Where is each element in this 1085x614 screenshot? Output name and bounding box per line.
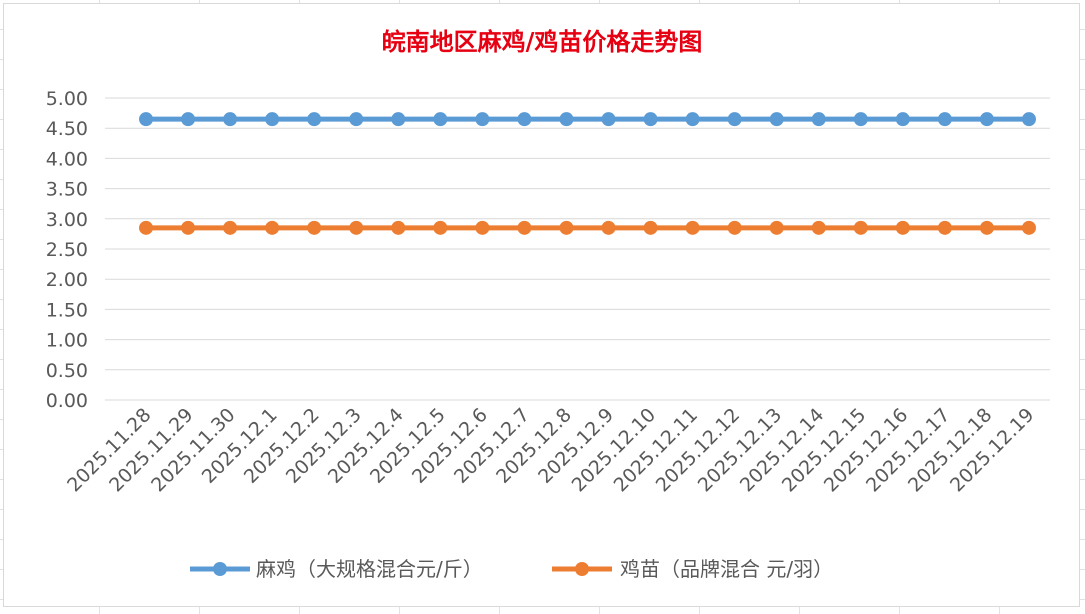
gridlines bbox=[105, 97, 1050, 401]
x-axis-ticks: 2025.11.282025.11.292025.11.302025.12.12… bbox=[63, 404, 1038, 496]
legend-swatch-marker bbox=[213, 562, 227, 576]
data-point bbox=[811, 112, 826, 127]
data-point bbox=[853, 220, 868, 235]
data-point bbox=[349, 112, 364, 127]
data-point bbox=[769, 220, 784, 235]
y-tick-label: 2.00 bbox=[46, 269, 88, 291]
data-point bbox=[643, 220, 658, 235]
data-point bbox=[559, 112, 574, 127]
series-1 bbox=[139, 112, 1036, 127]
data-point bbox=[223, 220, 238, 235]
data-point bbox=[391, 220, 406, 235]
data-point bbox=[895, 220, 910, 235]
data-point bbox=[475, 220, 490, 235]
data-point bbox=[139, 112, 154, 127]
legend-item-1: 麻鸡（大规格混合元/斤） bbox=[190, 557, 483, 581]
data-point bbox=[601, 220, 616, 235]
data-point bbox=[727, 220, 742, 235]
data-point bbox=[433, 220, 448, 235]
legend-swatch-marker bbox=[575, 562, 589, 576]
data-point bbox=[139, 220, 154, 235]
data-point bbox=[181, 112, 196, 127]
data-point bbox=[307, 220, 322, 235]
data-point bbox=[727, 112, 742, 127]
data-point bbox=[937, 220, 952, 235]
data-point bbox=[223, 112, 238, 127]
y-tick-label: 4.00 bbox=[46, 148, 88, 170]
y-tick-label: 5.00 bbox=[46, 88, 88, 110]
data-point bbox=[517, 220, 532, 235]
data-point bbox=[895, 112, 910, 127]
data-point bbox=[391, 112, 406, 127]
y-axis-ticks: 0.00 0.50 1.00 1.50 2.00 2.50 3.00 3.50 4.00 4.50… bbox=[46, 88, 88, 412]
data-point bbox=[685, 112, 700, 127]
data-point bbox=[475, 112, 490, 127]
y-tick-label: 4.50 bbox=[46, 118, 88, 140]
data-point bbox=[181, 220, 196, 235]
data-point bbox=[265, 220, 280, 235]
y-tick-label: 1.50 bbox=[46, 299, 88, 321]
data-point bbox=[265, 112, 280, 127]
legend-item-2: 鸡苗（品牌混合 元/羽） bbox=[552, 557, 833, 581]
data-point bbox=[811, 220, 826, 235]
data-point bbox=[685, 220, 700, 235]
series-2 bbox=[139, 220, 1036, 235]
chart-title: 皖南地区麻鸡/鸡苗价格走势图 bbox=[382, 27, 703, 56]
series-group bbox=[139, 112, 1036, 235]
data-point bbox=[307, 112, 322, 127]
legend-label: 鸡苗（品牌混合 元/羽） bbox=[620, 557, 833, 581]
legend-label: 麻鸡（大规格混合元/斤） bbox=[256, 557, 483, 581]
data-point bbox=[1021, 220, 1036, 235]
data-point bbox=[937, 112, 952, 127]
data-point bbox=[517, 112, 532, 127]
data-point bbox=[349, 220, 364, 235]
y-tick-label: 0.00 bbox=[46, 390, 88, 412]
data-point bbox=[979, 112, 994, 127]
data-point bbox=[643, 112, 658, 127]
data-point bbox=[853, 112, 868, 127]
data-point bbox=[559, 220, 574, 235]
y-tick-label: 1.00 bbox=[46, 330, 88, 352]
data-point bbox=[769, 112, 784, 127]
chart-frame[interactable] bbox=[3, 3, 1080, 607]
y-tick-label: 3.50 bbox=[46, 179, 88, 201]
y-tick-label: 0.50 bbox=[46, 360, 88, 382]
data-point bbox=[601, 112, 616, 127]
data-point bbox=[433, 112, 448, 127]
data-point bbox=[979, 220, 994, 235]
legend: 麻鸡（大规格混合元/斤） 鸡苗（品牌混合 元/羽） bbox=[190, 557, 833, 581]
y-tick-label: 2.50 bbox=[46, 239, 88, 261]
y-tick-label: 3.00 bbox=[46, 209, 88, 231]
data-point bbox=[1021, 112, 1036, 127]
